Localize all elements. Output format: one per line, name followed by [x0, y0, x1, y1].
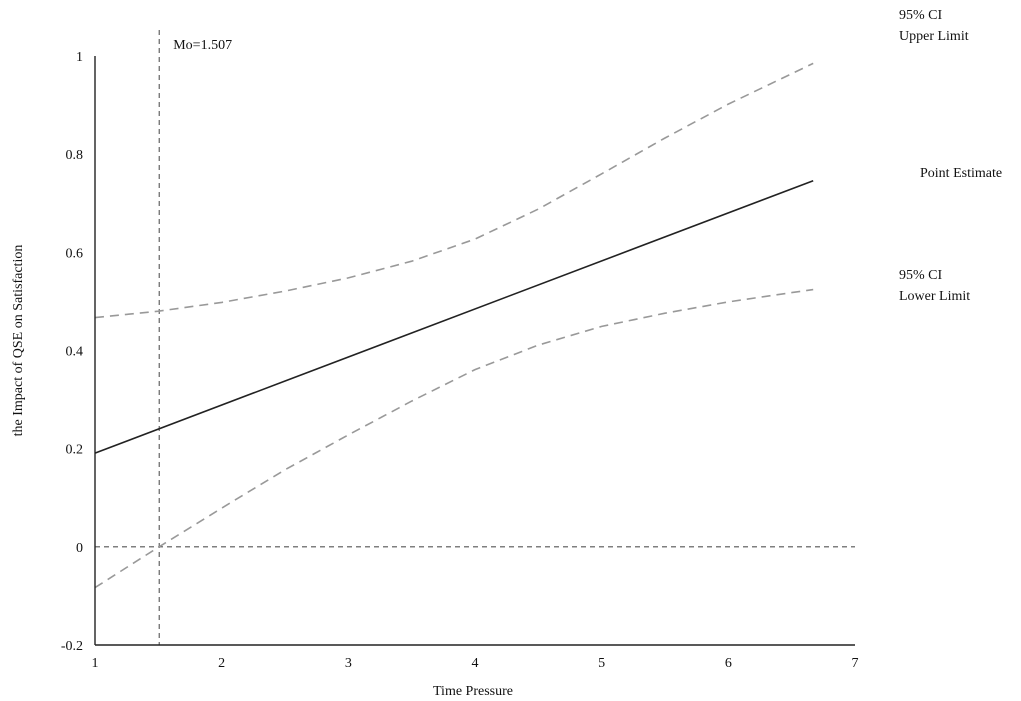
x-tick-label: 5	[598, 656, 605, 671]
series-line-2	[94, 179, 814, 454]
x-tick-label: 4	[472, 656, 479, 671]
series-label-2: Point Estimate	[920, 166, 1002, 181]
x-tick-label: 1	[92, 656, 99, 671]
y-tick-label: 1	[76, 50, 83, 65]
tick-labels: 1 2 3 4 5 6 7 -0.2 0 0.2 0.4 0.6 0.8 1	[61, 50, 859, 671]
x-tick-label: 7	[852, 656, 859, 671]
x-tick-label: 3	[345, 656, 352, 671]
axes	[94, 56, 855, 646]
series-line-3	[94, 288, 814, 589]
y-axis-title: the Impact of QSE on Satisfaction	[11, 245, 26, 437]
x-tick-label: 6	[725, 656, 732, 671]
series-label-1: 95% CI	[899, 8, 943, 23]
y-tick-label: 0.8	[66, 148, 84, 163]
series-label-1: Upper Limit	[899, 29, 969, 44]
x-axis-title: Time Pressure	[433, 684, 513, 699]
series-label-3: Lower Limit	[899, 289, 970, 304]
series-labels: 95% CI Upper Limit Point Estimate 95% CI Low…	[899, 8, 1002, 304]
x-tick-label: 2	[218, 656, 225, 671]
series-label-3: 95% CI	[899, 268, 943, 283]
series-line-1	[94, 62, 814, 319]
series-layer	[94, 62, 814, 589]
y-tick-label: -0.2	[61, 639, 83, 654]
y-tick-label: 0.6	[66, 246, 84, 261]
y-tick-label: 0	[76, 541, 83, 556]
reference-lines	[95, 30, 855, 645]
mode-annotation: Mo=1.507	[173, 38, 232, 53]
y-tick-label: 0.4	[66, 345, 84, 360]
y-tick-label: 0.2	[66, 443, 84, 458]
